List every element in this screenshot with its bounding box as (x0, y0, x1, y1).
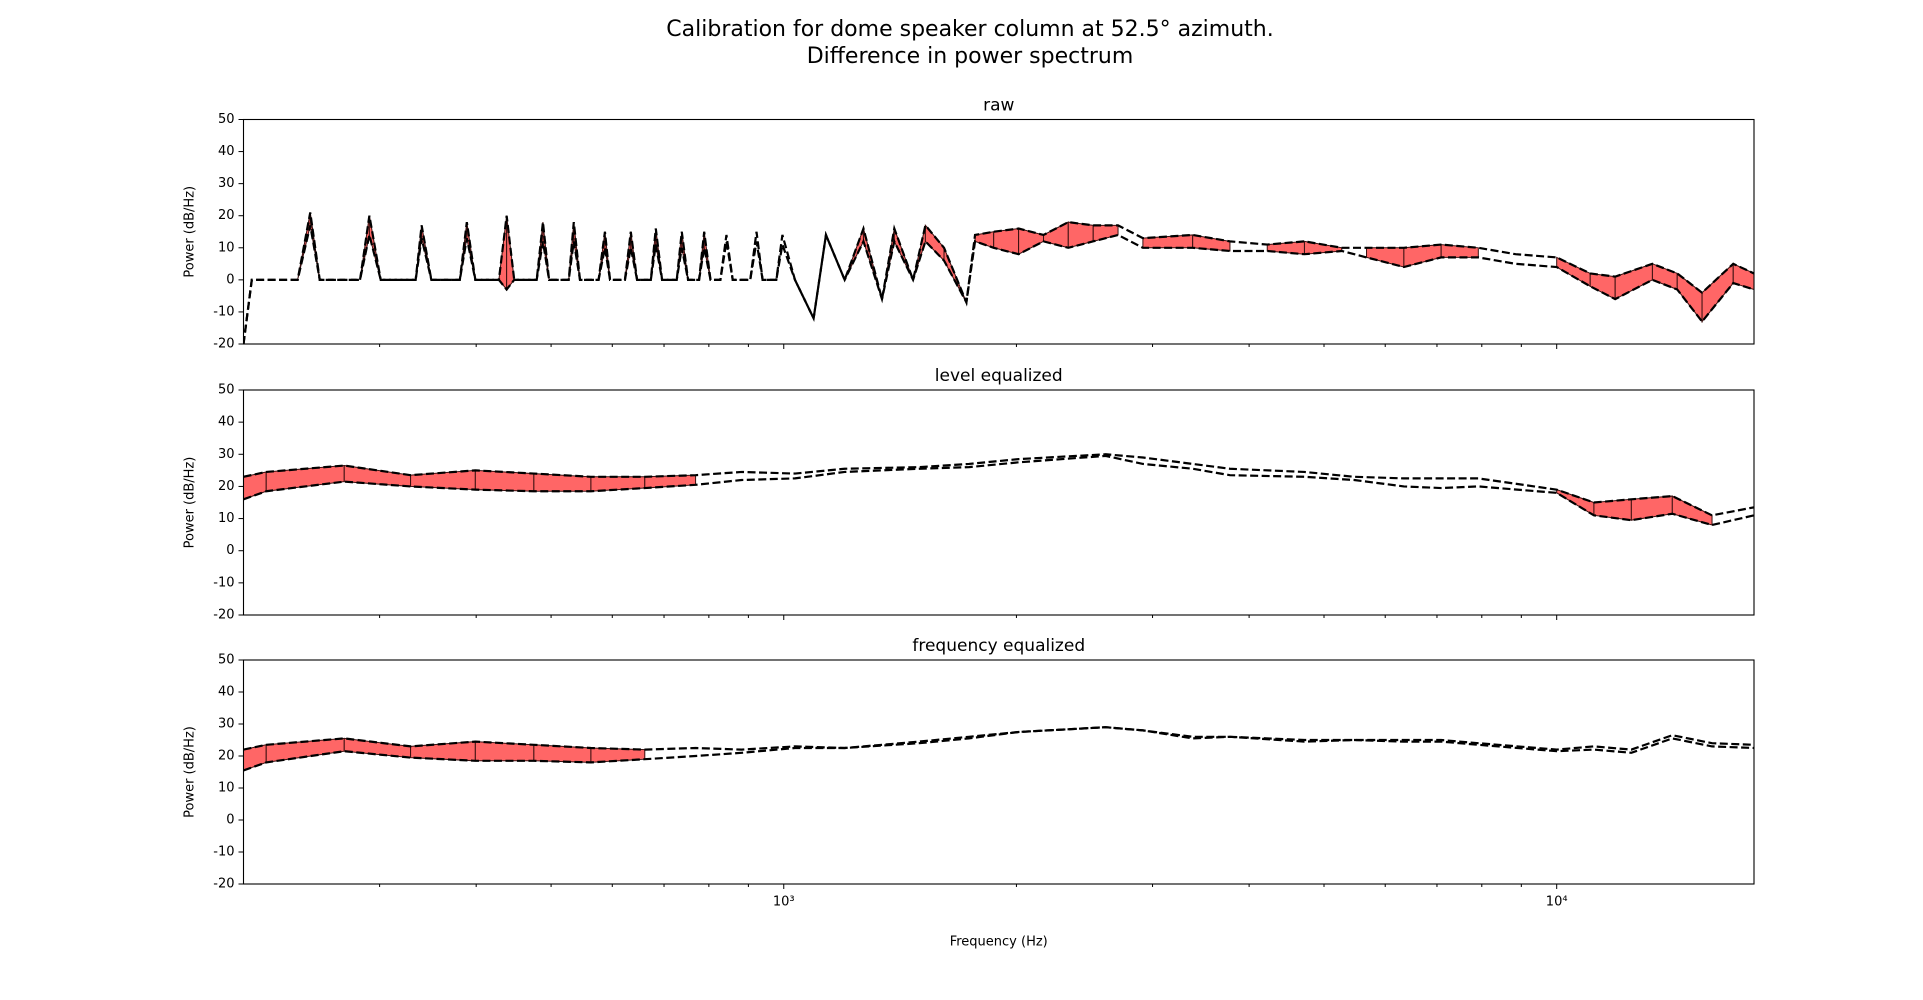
y-tick-label: 10 (218, 511, 235, 526)
y-tick-label: -20 (213, 608, 234, 623)
figure-title: Calibration for dome speaker column at 5… (666, 17, 1273, 42)
y-tick-label: 20 (218, 479, 235, 494)
plot-area (243, 726, 1754, 772)
series-line (243, 453, 1754, 517)
axes-frame (242, 389, 1755, 616)
y-axis-label: Power (dB/Hz) (183, 726, 198, 818)
y-axis-label: Power (dB/Hz) (183, 457, 198, 549)
axes-title: level equalized (935, 366, 1063, 386)
y-tick-label: -10 (213, 304, 234, 319)
y-tick-label: -20 (213, 877, 234, 892)
y-tick-label: 30 (218, 176, 235, 191)
y-tick-label: 40 (218, 685, 235, 700)
y-tick-label: 0 (226, 272, 234, 287)
x-tick-label: 10⁴ (1546, 895, 1568, 910)
y-tick-label: 50 (218, 383, 235, 398)
series-line (243, 225, 1754, 344)
axes-title: raw (983, 96, 1014, 116)
axes-frame (242, 118, 1755, 345)
plot-area (243, 212, 1754, 344)
y-tick-label: 0 (226, 543, 234, 558)
y-tick-label: 30 (218, 717, 235, 732)
axes-frame (242, 659, 1755, 885)
y-tick-label: -10 (213, 575, 234, 590)
x-axis-label: Frequency (Hz) (950, 935, 1048, 950)
y-tick-label: 10 (218, 781, 235, 796)
figure-subtitle: Difference in power spectrum (807, 44, 1134, 69)
y-tick-label: -20 (213, 337, 234, 352)
series-line (243, 726, 1754, 772)
axes-title: frequency equalized (912, 636, 1085, 656)
y-tick-label: 10 (218, 240, 235, 255)
y-tick-label: 50 (218, 112, 235, 127)
y-tick-label: 20 (218, 208, 235, 223)
y-tick-label: 40 (218, 144, 235, 159)
y-tick-label: 20 (218, 749, 235, 764)
y-tick-label: 0 (226, 813, 234, 828)
series-line (243, 454, 1754, 527)
y-tick-label: 50 (218, 653, 235, 668)
y-tick-label: -10 (213, 845, 234, 860)
y-tick-label: 30 (218, 447, 235, 462)
x-tick-label: 10³ (773, 895, 795, 910)
y-tick-label: 40 (218, 415, 235, 430)
plot-area (243, 453, 1754, 527)
fill-band (1732, 263, 1754, 291)
y-axis-label: Power (dB/Hz) (183, 186, 198, 278)
